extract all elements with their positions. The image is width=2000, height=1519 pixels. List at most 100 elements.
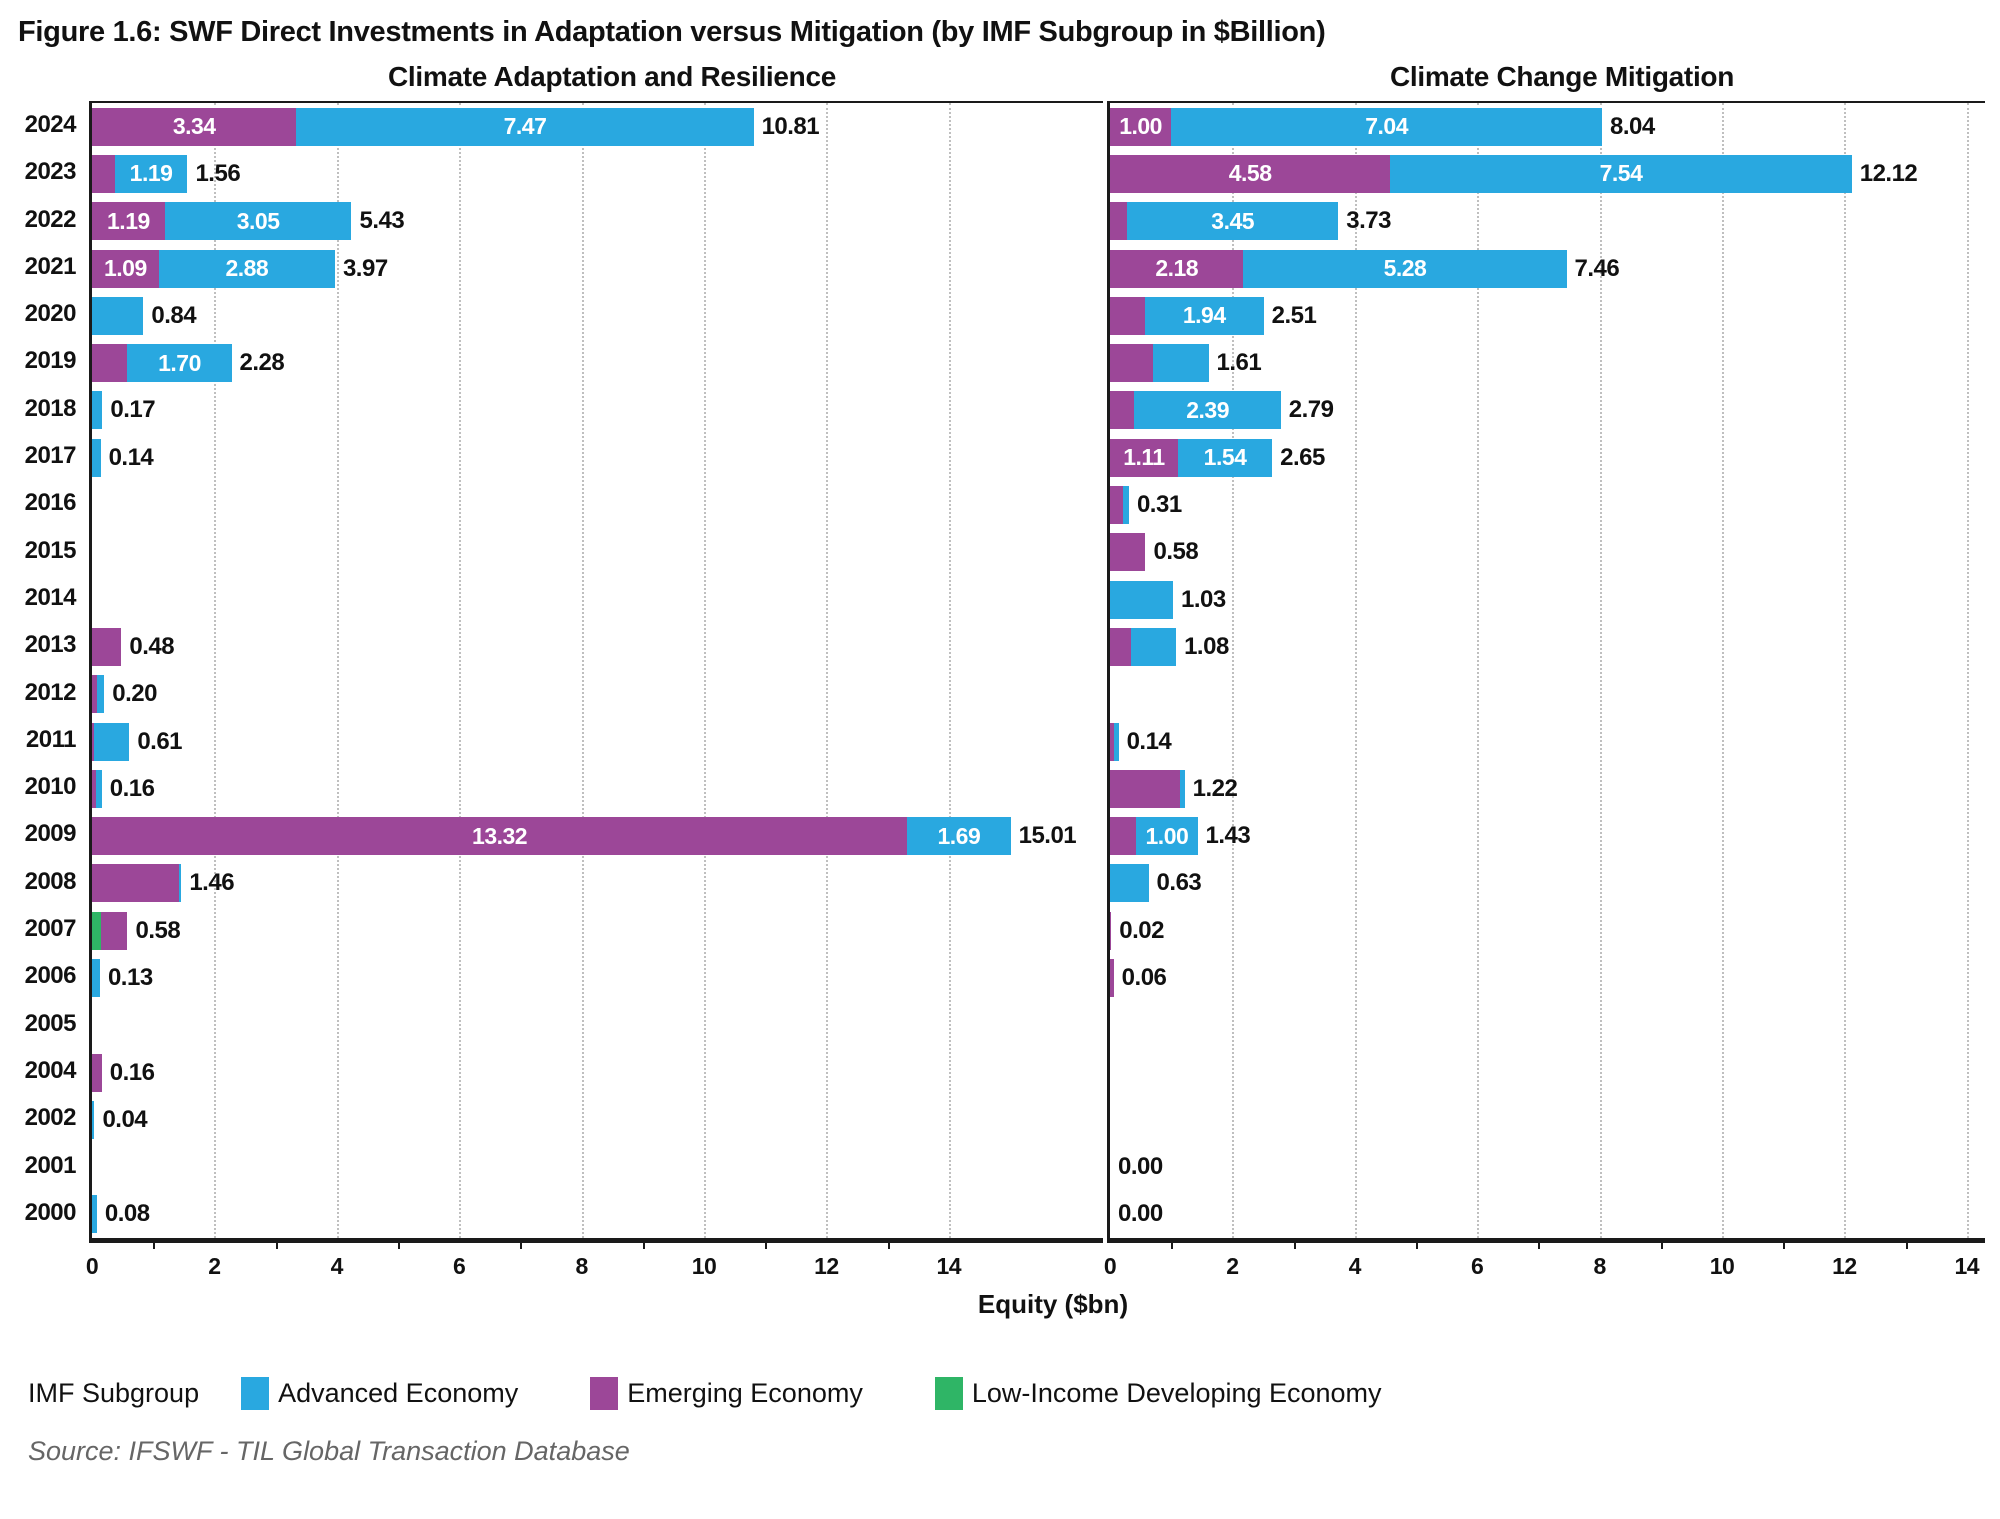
bar-row-2019: 1.70 2.28 — [92, 339, 1103, 386]
segment-value-label: 7.54 — [1599, 160, 1643, 187]
segment-value-label: 1.00 — [1145, 822, 1189, 849]
bar-row-2012 — [1110, 671, 1985, 718]
x-tick-label: 8 — [1593, 1253, 1606, 1280]
x-minor-tick — [520, 1243, 523, 1250]
segment-value-label: 1.19 — [129, 160, 173, 187]
bar-total-label: 1.43 — [1205, 822, 1251, 850]
bar-segment-advanced — [92, 391, 103, 430]
bar-total-label: 0.58 — [135, 916, 181, 944]
year-label: 2004 — [24, 1056, 77, 1084]
bar-total-label: 0.08 — [104, 1200, 150, 1228]
x-minor-tick — [1660, 1243, 1663, 1250]
bar-row-2019: 1.61 — [1110, 339, 1985, 386]
stacked-bar: 1.46 — [92, 864, 235, 903]
bar-segment-advanced — [1179, 769, 1185, 808]
bar-segment-advanced: 1.00 — [1136, 817, 1198, 856]
bar-segment-emerging — [92, 627, 122, 666]
bar-row-2011: 0.61 — [92, 718, 1103, 765]
bar-row-2023: 4.58 7.54 12.12 — [1110, 150, 1985, 197]
x-tick-label: 14 — [936, 1253, 962, 1280]
x-minor-tick — [1293, 1243, 1296, 1250]
bar-total-label: 1.46 — [189, 869, 235, 897]
mitigation-x-axis: 0 2 4 6 8 10 12 14 — [1104, 1243, 1985, 1289]
bar-total-label: 1.61 — [1216, 349, 1262, 377]
stacked-bar: 0.17 — [92, 391, 156, 430]
bar-row-2015: 0.58 — [1110, 529, 1985, 576]
bar-segment-advanced: 2.88 — [158, 249, 335, 288]
year-label: 2006 — [24, 962, 77, 990]
bar-segment-advanced — [92, 438, 101, 477]
x-tick-label: 12 — [814, 1253, 839, 1280]
bar-segment-emerging — [92, 344, 128, 383]
bar-segment-emerging: 2.18 — [1110, 249, 1244, 288]
bar-row-2017: 0.14 — [92, 434, 1103, 481]
bar-row-2016: 0.31 — [1110, 481, 1985, 528]
segment-value-label: 4.58 — [1228, 160, 1272, 187]
segment-value-label: 13.32 — [472, 822, 528, 849]
gridline — [214, 103, 217, 1239]
gridline — [704, 103, 706, 1239]
bar-row-2005 — [1110, 1002, 1985, 1049]
bar-segment-advanced — [1153, 344, 1209, 383]
bar-row-2014: 1.03 — [1110, 576, 1985, 623]
x-tick-label: 0 — [85, 1253, 99, 1280]
bar-segment-advanced — [96, 675, 105, 714]
year-label: 2019 — [24, 347, 77, 375]
panel-titles: Climate Adaptation and Resilience Climat… — [18, 49, 2000, 101]
bar-segment-emerging — [100, 911, 128, 950]
stacked-bar: 0.08 — [92, 1195, 150, 1234]
gridline — [1722, 103, 1724, 1239]
year-label: 2014 — [24, 583, 77, 611]
segment-value-label: 2.18 — [1155, 255, 1199, 282]
bar-segment-advanced: 3.05 — [164, 202, 352, 241]
bar-row-2010: 0.16 — [92, 765, 1103, 812]
x-minor-tick — [153, 1243, 156, 1250]
stacked-bar: 3.45 3.73 — [1110, 202, 1391, 241]
bar-total-label: 0.00 — [1118, 1200, 1163, 1228]
bar-segment-emerging — [92, 722, 94, 761]
x-tick-label: 12 — [1832, 1253, 1857, 1280]
bar-row-2023: 1.19 1.56 — [92, 150, 1103, 197]
stacked-bar: 1.08 — [1110, 627, 1229, 666]
segment-value-label: 1.70 — [158, 349, 201, 376]
stacked-bar: 2.39 2.79 — [1110, 391, 1334, 430]
segment-value-label: 2.39 — [1186, 396, 1229, 423]
stacked-bar: 1.11 1.54 2.65 — [1110, 438, 1325, 477]
bar-total-label: 0.16 — [109, 1058, 155, 1086]
x-minor-tick — [275, 1243, 278, 1250]
bar-segment-emerging — [92, 769, 96, 808]
bar-total-label: 1.03 — [1181, 585, 1226, 613]
bar-total-label: 0.14 — [108, 443, 154, 471]
segment-value-label: 3.45 — [1211, 207, 1255, 234]
segment-value-label: 1.69 — [937, 822, 981, 849]
gridline — [1599, 103, 1602, 1239]
bar-segment-emerging: 13.32 — [92, 817, 908, 856]
gridline — [1844, 103, 1847, 1239]
stacked-bar: 1.00 1.43 — [1110, 817, 1251, 856]
source-note: Source: IFSWF - TIL Global Transaction D… — [28, 1436, 630, 1467]
bar-segment-emerging — [1110, 391, 1135, 430]
x-minor-tick — [1171, 1243, 1174, 1250]
segment-value-label: 1.09 — [103, 255, 147, 282]
bar-total-label: 0.16 — [109, 774, 155, 802]
bar-row-2017: 1.11 1.54 2.65 — [1110, 434, 1985, 481]
bar-segment-emerging — [1110, 296, 1145, 335]
bar-row-2022: 3.45 3.73 — [1110, 198, 1985, 245]
x-tick-label: 10 — [691, 1253, 717, 1280]
bar-row-2002: 0.04 — [92, 1096, 1103, 1143]
legend-item-advanced: Advanced Economy — [241, 1377, 518, 1411]
year-label: 2008 — [24, 867, 77, 895]
bar-total-label: 5.43 — [359, 207, 405, 235]
gridline — [336, 103, 339, 1239]
year-label: 2018 — [24, 394, 77, 422]
year-label: 2016 — [24, 489, 77, 517]
x-axis-label: Equity ($bn) — [977, 1289, 1129, 1320]
x-tick-label: 0 — [1103, 1253, 1117, 1280]
bar-segment-advanced: 7.04 — [1171, 107, 1603, 146]
bar-segment-advanced: 1.19 — [114, 154, 188, 193]
bar-row-2001: 0.00 — [1110, 1144, 1985, 1191]
bar-row-2018: 2.39 2.79 — [1110, 387, 1985, 434]
bar-row-2020: 0.84 — [92, 292, 1103, 339]
bar-total-label: 12.12 — [1859, 159, 1918, 187]
bar-row-2007: 0.02 — [1110, 907, 1985, 954]
